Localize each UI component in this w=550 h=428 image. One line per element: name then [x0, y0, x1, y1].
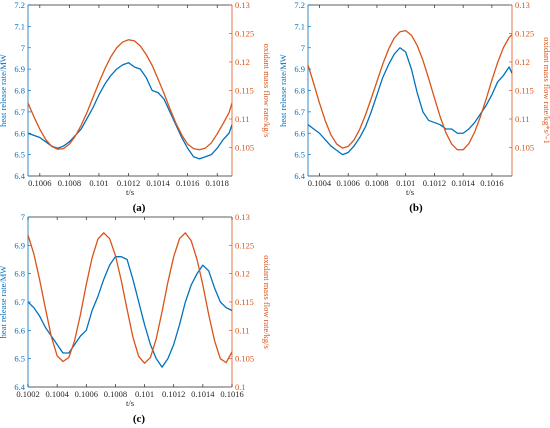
y-left-tick-label: 6.7 — [14, 107, 25, 117]
y-left-tick-label: 6.6 — [294, 128, 305, 138]
y-left-tick-label: 6.4 — [294, 171, 305, 181]
heat-release-series-line — [28, 256, 232, 368]
y-left-tick-label: 6.8 — [14, 86, 25, 96]
y-left-tick-label: 6.5 — [14, 150, 25, 160]
y-right-tick-label: 0.1 — [235, 382, 246, 392]
y-left-tick-label: 6.6 — [14, 128, 25, 138]
x-tick-label: 0.1004 — [45, 389, 69, 399]
panel-label: (a) — [133, 202, 146, 214]
oxidant-flow-series-line — [28, 39, 232, 151]
y-left-tick-label: 6.7 — [294, 107, 305, 117]
y-right-tick-label: 0.115 — [235, 297, 254, 307]
x-tick-label: 0.1014 — [451, 178, 475, 188]
y-right-tick-label: 0.13 — [515, 0, 530, 10]
y-right-tick-label: 0.125 — [515, 29, 534, 39]
y-right-tick-label: 0.105 — [235, 143, 254, 153]
y-right-tick-label: 0.12 — [235, 269, 250, 279]
x-tick-label: 0.1016 — [220, 389, 243, 399]
panel-label: (b) — [409, 202, 423, 214]
y-left-axis-label: heat release rate/MW — [278, 54, 288, 127]
y-left-tick-label: 6.7 — [14, 297, 25, 307]
x-tick-label: 0.1016 — [480, 178, 503, 188]
x-tick-label: 0.1018 — [206, 178, 229, 188]
x-tick-label: 0.1012 — [117, 178, 140, 188]
y-right-tick-label: 0.11 — [235, 325, 250, 335]
oxidant-flow-series-line — [28, 232, 232, 364]
x-tick-label: 0.101 — [396, 178, 415, 188]
x-axis-label: t/s — [126, 187, 134, 197]
x-tick-label: 0.1008 — [104, 389, 127, 399]
panel-c: 0.1002 0.1004 0.1006 0.1008 0.101 0.1012 0.101… — [0, 212, 272, 425]
x-axis-label: t/s — [406, 187, 414, 197]
oxidant-flow-series-line — [308, 29, 512, 151]
x-tick-label: 0.1008 — [58, 178, 81, 188]
y-left-tick-label: 6.6 — [14, 325, 25, 335]
x-axis-label: t/s — [126, 398, 134, 408]
x-tick-label: 0.101 — [89, 178, 108, 188]
heat-release-series-line — [28, 62, 232, 160]
y-left-tick-label: 6.4 — [14, 382, 25, 392]
x-tick-label: 0.1006 — [28, 178, 51, 188]
y-right-axis-label: oxidant mass flow rate/kg/s — [262, 255, 272, 349]
y-left-tick-label: 6.8 — [14, 269, 25, 279]
y-right-tick-label: 0.11 — [235, 114, 250, 124]
x-tick-label: 0.101 — [135, 389, 154, 399]
y-right-tick-label: 0.115 — [235, 86, 254, 96]
y-right-tick-label: 0.11 — [515, 114, 530, 124]
y-right-axis-label: oxidant mass flow rate/kg*s^-1 — [542, 37, 550, 144]
y-left-tick-label: 6.9 — [294, 64, 305, 74]
y-left-tick-label: 6.5 — [294, 150, 305, 160]
panel-b: 0.1004 0.1006 0.1008 0.101 0.1012 0.1014 0.101… — [278, 0, 550, 214]
heat-release-series-line — [308, 47, 512, 156]
y-left-tick-label: 7 — [21, 43, 25, 53]
y-left-tick-label: 6.4 — [14, 171, 25, 181]
y-right-axis-label: oxidant mass flow rate/kg/s — [262, 44, 272, 138]
x-tick-label: 0.1004 — [308, 178, 332, 188]
y-left-axis-label: heat release rate/MW — [0, 54, 8, 127]
x-tick-label: 0.1006 — [75, 389, 98, 399]
y-left-tick-label: 6.9 — [14, 64, 25, 74]
x-tick-label: 0.1002 — [16, 389, 39, 399]
y-right-tick-label: 0.125 — [235, 240, 254, 250]
y-right-tick-label: 0.105 — [235, 354, 254, 364]
y-right-tick-label: 0.12 — [235, 57, 250, 67]
x-tick-label: 0.1012 — [162, 389, 185, 399]
x-tick-label: 0.1016 — [176, 178, 199, 188]
x-tick-label: 0.1014 — [191, 389, 215, 399]
panel-a: 0.1006 0.1008 0.101 0.1012 0.1014 0.1016 0.101… — [0, 0, 272, 214]
y-left-tick-label: 7.2 — [294, 0, 305, 10]
panel-label: (c) — [133, 413, 146, 425]
y-right-tick-label: 0.12 — [515, 57, 530, 67]
y-left-tick-label: 6.5 — [14, 354, 25, 364]
x-tick-label: 0.1012 — [423, 178, 446, 188]
y-left-tick-label: 7.1 — [294, 21, 305, 31]
y-right-tick-label: 0.105 — [515, 143, 534, 153]
y-right-tick-label: 0.125 — [235, 29, 254, 39]
y-left-tick-label: 6.8 — [294, 86, 305, 96]
y-left-tick-label: 7 — [21, 212, 25, 222]
y-right-tick-label: 0.115 — [515, 86, 534, 96]
x-tick-label: 0.1008 — [365, 178, 388, 188]
x-tick-label: 0.1006 — [337, 178, 360, 188]
x-tick-label: 0.1014 — [146, 178, 170, 188]
y-left-tick-label: 7.2 — [14, 0, 25, 10]
y-right-tick-label: 0.13 — [235, 0, 250, 10]
y-left-tick-label: 7.1 — [14, 21, 25, 31]
y-right-tick-label: 0.13 — [235, 212, 250, 222]
y-left-axis-label: heat release rate/MW — [0, 266, 8, 339]
y-left-tick-label: 6.9 — [14, 240, 25, 250]
y-left-tick-label: 7 — [301, 43, 305, 53]
